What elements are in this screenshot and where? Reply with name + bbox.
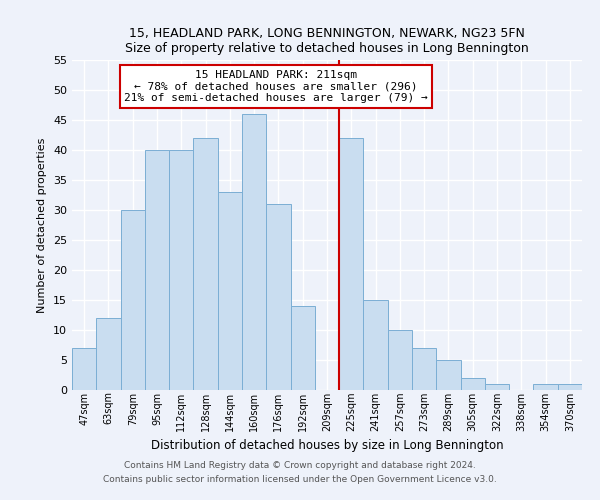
- Bar: [218, 192, 242, 390]
- Bar: [145, 150, 169, 390]
- Bar: [364, 300, 388, 390]
- Bar: [242, 114, 266, 390]
- Text: Contains public sector information licensed under the Open Government Licence v3: Contains public sector information licen…: [103, 476, 497, 484]
- Bar: [72, 348, 96, 390]
- Text: 15 HEADLAND PARK: 211sqm
← 78% of detached houses are smaller (296)
21% of semi-: 15 HEADLAND PARK: 211sqm ← 78% of detach…: [124, 70, 428, 103]
- Bar: [461, 378, 485, 390]
- Bar: [96, 318, 121, 390]
- Bar: [485, 384, 509, 390]
- Bar: [558, 384, 582, 390]
- Bar: [388, 330, 412, 390]
- Bar: [193, 138, 218, 390]
- Bar: [121, 210, 145, 390]
- Bar: [339, 138, 364, 390]
- Bar: [266, 204, 290, 390]
- Text: Contains HM Land Registry data © Crown copyright and database right 2024.: Contains HM Land Registry data © Crown c…: [124, 460, 476, 469]
- Y-axis label: Number of detached properties: Number of detached properties: [37, 138, 47, 312]
- Title: 15, HEADLAND PARK, LONG BENNINGTON, NEWARK, NG23 5FN
Size of property relative t: 15, HEADLAND PARK, LONG BENNINGTON, NEWA…: [125, 26, 529, 54]
- Bar: [290, 306, 315, 390]
- Bar: [533, 384, 558, 390]
- X-axis label: Distribution of detached houses by size in Long Bennington: Distribution of detached houses by size …: [151, 439, 503, 452]
- Bar: [169, 150, 193, 390]
- Bar: [412, 348, 436, 390]
- Bar: [436, 360, 461, 390]
